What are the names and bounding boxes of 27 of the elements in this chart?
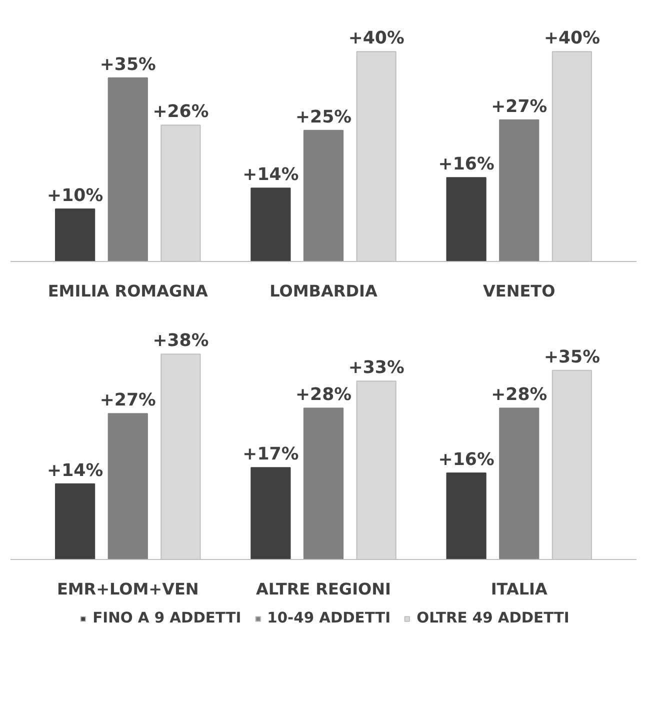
legend-label: FINO A 9 ADDETTI bbox=[92, 610, 242, 626]
data-label: +16% bbox=[438, 450, 494, 470]
x-tick-label: EMR+LOM+VEN bbox=[56, 580, 199, 598]
legend-label: OLTRE 49 ADDETTI bbox=[416, 610, 570, 626]
data-label: +17% bbox=[242, 444, 299, 465]
x-tick-label: LOMBARDIA bbox=[270, 282, 378, 300]
data-label: +35% bbox=[544, 347, 600, 368]
x-tick-label: ALTRE REGIONI bbox=[256, 580, 391, 598]
data-label: +14% bbox=[242, 165, 299, 186]
data-label: +28% bbox=[491, 385, 548, 406]
x-tick-label: ITALIA bbox=[490, 580, 548, 598]
x-tick-label: VENETO bbox=[483, 282, 556, 300]
data-label: +26% bbox=[152, 102, 209, 122]
data-label: +38% bbox=[152, 331, 209, 352]
data-label: +40% bbox=[348, 28, 404, 49]
data-label: +35% bbox=[100, 54, 156, 75]
data-label: +25% bbox=[296, 107, 352, 128]
data-label: +33% bbox=[348, 358, 404, 378]
data-label: +27% bbox=[100, 390, 156, 411]
data-label: +40% bbox=[544, 28, 600, 49]
data-label: +27% bbox=[491, 96, 548, 117]
data-label: +10% bbox=[47, 186, 104, 206]
x-tick-label: EMILIA ROMAGNA bbox=[48, 282, 209, 300]
data-label: +16% bbox=[438, 154, 494, 175]
data-label: +28% bbox=[296, 385, 352, 406]
legend-label: 10-49 ADDETTI bbox=[267, 610, 391, 626]
data-label: +14% bbox=[47, 460, 104, 481]
